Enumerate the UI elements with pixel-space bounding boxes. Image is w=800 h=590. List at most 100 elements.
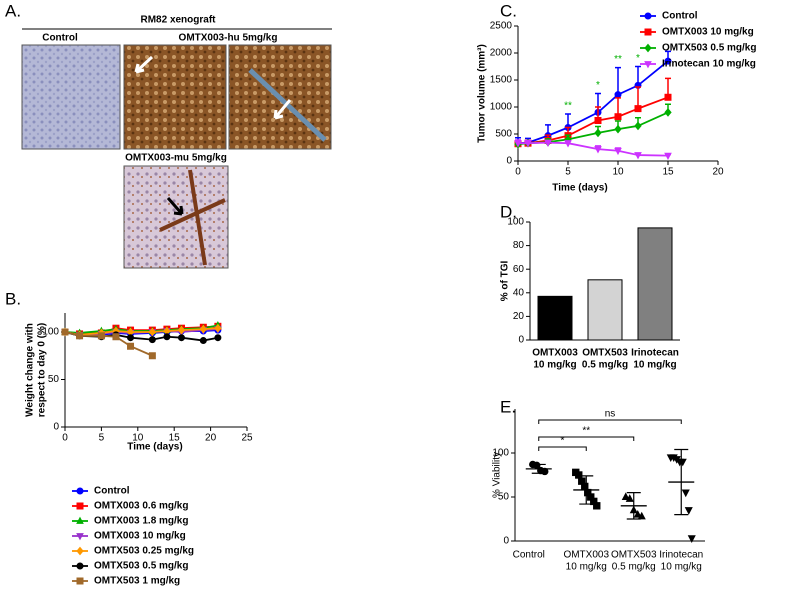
legend-label: OMTX503 0.5 mg/kg [94,561,188,572]
legend-marker [644,61,652,69]
annotation: * [636,53,640,64]
series-line [64,324,219,334]
image-label: OMTX003-hu 5mg/kg [179,33,278,44]
marker [614,124,622,134]
legend-marker [76,487,84,495]
y-tick-label: 1000 [490,102,513,113]
image-label: Control [42,33,78,44]
error-bar [635,86,641,109]
x-tick-label: OMTX003 [532,348,578,359]
x-tick-label: 25 [241,433,253,444]
marker [148,327,157,337]
x-tick-label: 10 mg/kg [661,562,702,573]
legend-marker [644,43,652,53]
data-point [625,494,634,502]
y-tick-label: 500 [495,129,512,140]
x-axis-label: Time (days) [552,183,607,194]
series-line [517,111,669,146]
y-axis-label: % of TGI [500,261,511,302]
x-tick-label: 5 [99,433,105,444]
y-tick-label: 2500 [490,21,513,32]
arrow [166,197,184,216]
x-tick-label: 10 mg/kg [633,360,676,371]
marker [634,121,642,131]
significance-label: ns [605,409,616,420]
marker [514,140,522,148]
panel-letter: C. [500,1,517,20]
y-tick-label: 1500 [490,75,513,86]
panel-a: A. RM82 xenograft Control OMTX003-hu 5mg… [5,1,332,269]
marker [664,57,672,65]
y-axis-label: Weight change with [25,323,36,417]
x-tick-label: 10 [612,167,624,178]
significance-bracket [538,419,682,424]
y-axis-label: Tumor volume (mm³) [477,44,488,143]
y-tick-label: 0 [503,536,509,547]
marker [199,324,207,334]
marker [664,108,672,117]
sd-bar [626,492,641,520]
y-tick-label: 100 [42,327,59,338]
marker [634,152,642,160]
marker [594,117,602,124]
histology-image [21,44,121,150]
series-line [517,96,669,145]
legend-label: Control [662,11,698,22]
legend-label: OMTX003 1.8 mg/kg [94,516,188,527]
legend-marker [76,502,84,510]
marker [76,332,84,340]
legend-label: Control [94,486,130,497]
x-tick-label: 0.5 mg/kg [582,360,628,371]
panel-letter: A. [5,1,21,20]
y-tick-label: 0 [506,156,512,167]
marker [614,91,622,99]
x-tick-label: 10 mg/kg [533,360,576,371]
x-axis-label: Time (days) [127,442,182,453]
legend-label: OMTX503 0.25 mg/kg [94,546,194,557]
marker [614,113,622,121]
sd-bar [674,448,689,516]
series [61,328,156,360]
bar [637,227,673,341]
legend-marker [76,562,84,570]
legend-marker [76,577,84,585]
legend-label: OMTX503 0.5 mg/kg [662,43,756,54]
marker [634,105,642,113]
marker [614,147,622,156]
image-label: OMTX003-mu 5mg/kg [125,153,227,164]
arrow [134,55,154,74]
data-point [581,482,589,491]
x-tick-label: OMTX003 [563,550,609,561]
x-tick-label: 20 [205,433,217,444]
marker [61,328,69,336]
stroma [159,169,226,266]
histology-image [123,165,229,269]
series [514,139,672,160]
bar [537,295,573,341]
marker [127,342,135,350]
significance-label: * [561,436,565,447]
error-bar [615,66,621,95]
y-tick-label: 0 [53,422,59,433]
legend-label: Irinotecan 10 mg/kg [662,59,756,70]
arrow [273,99,292,120]
y-tick-label: 20 [513,311,525,322]
legend-marker [644,28,652,36]
series-line [517,60,669,145]
marker [664,93,672,101]
x-tick-label: 0 [62,433,68,444]
series-line [518,141,669,157]
significance-bracket [538,436,635,441]
data-point [681,489,690,498]
legend-label: OMTX003 10 mg/kg [662,27,754,38]
data-point [633,510,642,518]
y-tick-label: 0 [518,335,524,346]
panel-letter: B. [5,289,21,308]
histology-image [123,44,227,150]
marker [594,146,602,154]
panel-letter: D. [500,202,517,221]
x-tick-label: Control [513,550,545,561]
marker [214,334,222,342]
x-tick-label: Irinotecan [659,550,703,561]
y-tick-label: 100 [492,448,509,459]
